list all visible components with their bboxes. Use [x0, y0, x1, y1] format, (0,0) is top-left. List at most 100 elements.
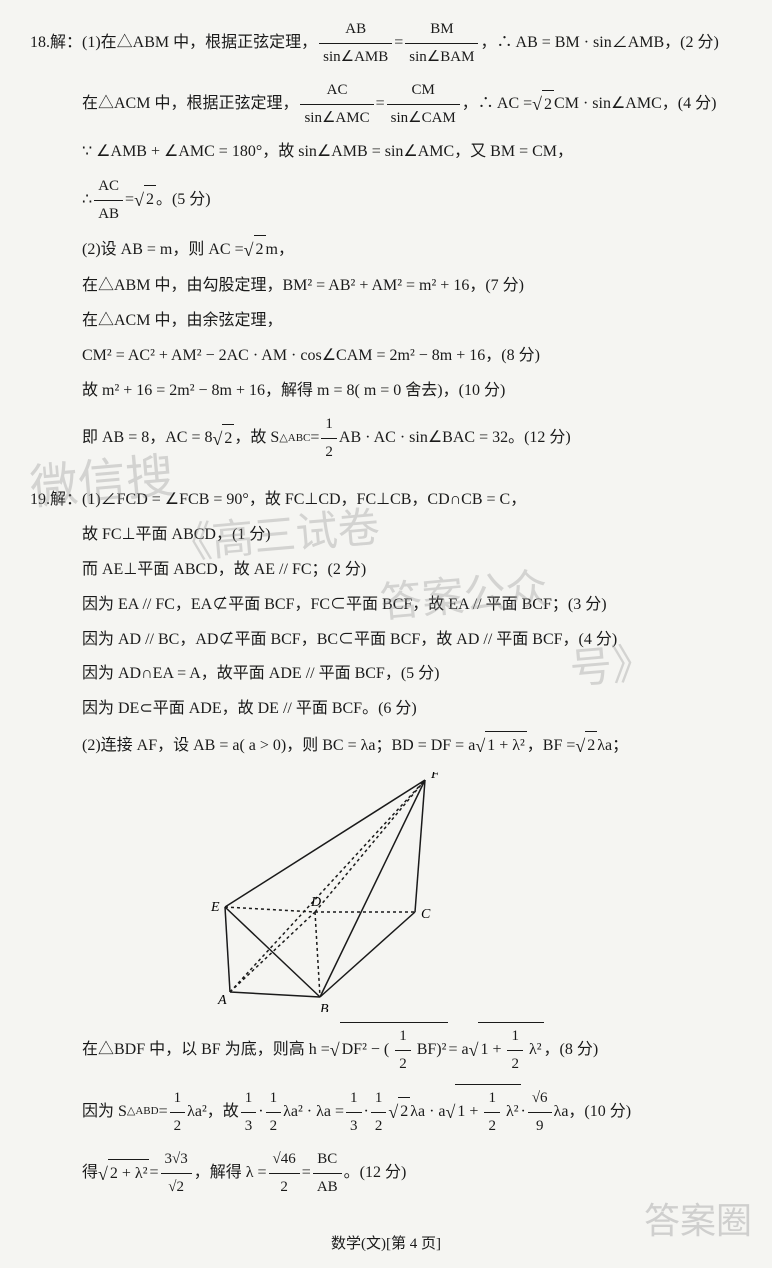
numerator: 3√3 — [161, 1146, 192, 1174]
numerator: 1 — [346, 1085, 362, 1113]
line: CM² = AC² + AM² − 2AC · AM · cos∠CAM = 2… — [30, 342, 742, 371]
denominator: 2 — [507, 1051, 523, 1078]
denominator: 2 — [170, 1113, 186, 1140]
fraction: √462 — [269, 1146, 300, 1201]
sqrt: 1 + 12 λ² — [446, 1084, 521, 1140]
fraction: 12 — [507, 1023, 523, 1078]
text: = — [302, 1159, 311, 1188]
text: ，BF = — [527, 732, 576, 761]
line: (2)设 AB = m，则 AC = 2 m， — [30, 234, 742, 266]
text: λa，(10 分) — [554, 1098, 632, 1127]
fraction: 12 — [321, 411, 337, 466]
text: · — [364, 1098, 369, 1127]
corner-watermark: 答案圈 — [644, 1189, 752, 1254]
svg-text:B: B — [320, 1002, 329, 1012]
line: (2)连接 AF，设 AB = a( a > 0)，则 BC = λa；BD =… — [30, 730, 742, 762]
radicand: DF² − ( 12 BF)² — [340, 1022, 449, 1078]
problem-number: 18. — [30, 29, 50, 58]
text: λ² — [529, 1042, 542, 1059]
text: λ² — [506, 1104, 519, 1121]
radicand: 1 + λ² — [485, 731, 527, 761]
diagram-svg: ABCDEF — [210, 772, 450, 1012]
text: 即 AB = 8，AC = 8 — [82, 424, 213, 453]
radicand: 2 — [585, 731, 597, 761]
text: 因为 S — [82, 1098, 127, 1127]
denominator: AB — [313, 1174, 342, 1201]
line: ∴ ACAB = 2 。(5 分) — [30, 173, 742, 228]
sqrt: 2 — [134, 184, 156, 216]
text: 。(5 分) — [156, 186, 211, 215]
line: 得 2 + λ² = 3√3√2 ，解得 λ = √462 = BCAB 。(1… — [30, 1146, 742, 1201]
line: 19. 解：(1)∠FCD = ∠FCB = 90°，故 FC⊥CD，FC⊥CB… — [30, 486, 742, 515]
denominator: sin∠AMB — [319, 44, 392, 71]
text: = a — [448, 1036, 468, 1065]
text: CM · sin∠AMC，(4 分) — [554, 90, 716, 119]
denominator: 2 — [395, 1051, 411, 1078]
text: CM² = AC² + AM² − 2AC · AM · cos∠CAM = 2… — [82, 342, 540, 371]
line: 因为 EA // FC，EA⊄平面 BCF，FC⊂平面 BCF，故 EA // … — [30, 591, 742, 620]
subscript: △ABC — [279, 429, 310, 449]
numerator: 1 — [484, 1085, 500, 1113]
line: ∵ ∠AMB + ∠AMC = 180°，故 sin∠AMB = sin∠AMC… — [30, 138, 742, 167]
text: 解：(1)在△ABM 中，根据正弦定理， — [50, 29, 317, 58]
fraction: 12 — [371, 1085, 387, 1140]
denominator: √2 — [161, 1174, 192, 1201]
fraction: ACAB — [94, 173, 123, 228]
line: 而 AE⊥平面 ABCD，故 AE // FC；(2 分) — [30, 556, 742, 585]
sqrt: 2 — [388, 1096, 410, 1128]
geometry-diagram: ABCDEF — [210, 772, 742, 1012]
denominator: 2 — [484, 1113, 500, 1140]
numerator: AB — [319, 16, 392, 44]
numerator: BC — [313, 1146, 342, 1174]
svg-text:D: D — [310, 895, 321, 910]
fraction: ABsin∠AMB — [319, 16, 392, 71]
text: = — [125, 186, 134, 215]
fraction: 12 — [170, 1085, 186, 1140]
text: 得 — [82, 1159, 98, 1188]
text: 因为 DE⊂平面 ADE，故 DE // 平面 BCF。(6 分) — [82, 695, 417, 724]
text: ，∴ AC = — [462, 90, 532, 119]
numerator: 1 — [321, 411, 337, 439]
numerator: BM — [405, 16, 478, 44]
line: 因为 DE⊂平面 ADE，故 DE // 平面 BCF。(6 分) — [30, 695, 742, 724]
denominator: sin∠BAM — [405, 44, 478, 71]
denominator: 3 — [241, 1113, 257, 1140]
denominator: 9 — [528, 1113, 552, 1140]
numerator: CM — [387, 77, 460, 105]
text: m， — [266, 236, 294, 265]
text: = — [149, 1159, 158, 1188]
text: · — [258, 1098, 263, 1127]
text: = — [159, 1098, 168, 1127]
text: 因为 AD // BC，AD⊄平面 BCF，BC⊂平面 BCF，故 AD // … — [82, 626, 617, 655]
denominator: 2 — [269, 1174, 300, 1201]
sqrt: 2 — [575, 730, 597, 762]
radicand: 2 — [542, 90, 554, 120]
numerator: 1 — [241, 1085, 257, 1113]
text: 因为 EA // FC，EA⊄平面 BCF，FC⊂平面 BCF，故 EA // … — [82, 591, 607, 620]
denominator: sin∠CAM — [387, 105, 460, 132]
text: 故 FC⊥平面 ABCD，(1 分) — [82, 521, 271, 550]
svg-text:E: E — [210, 900, 220, 915]
fraction: BMsin∠BAM — [405, 16, 478, 71]
text: 在△ACM 中，由余弦定理， — [82, 307, 282, 336]
radicand: 1 + 12 λ² — [455, 1084, 520, 1140]
numerator: √6 — [528, 1085, 552, 1113]
line: 即 AB = 8，AC = 8 2 ，故 S△ABC = 12 AB · AC … — [30, 411, 742, 466]
line: 因为 AD∩EA = A，故平面 ADE // 平面 BCF，(5 分) — [30, 660, 742, 689]
line: 在△BDF 中，以 BF 为底，则高 h = DF² − ( 12 BF)² =… — [30, 1022, 742, 1078]
svg-text:F: F — [430, 772, 440, 782]
line: 因为 AD // BC，AD⊄平面 BCF，BC⊂平面 BCF，故 AD // … — [30, 626, 742, 655]
radicand: 2 — [398, 1097, 410, 1127]
line: 在△ABM 中，由勾股定理，BM² = AB² + AM² = m² + 16，… — [30, 272, 742, 301]
text: ，故 S — [234, 424, 279, 453]
text: ，∴ AB = BM · sin∠AMB，(2 分) — [480, 29, 718, 58]
problem-18: 18. 解：(1)在△ABM 中，根据正弦定理， ABsin∠AMB = BMs… — [30, 16, 742, 466]
text: ∵ ∠AMB + ∠AMC = 180°，故 sin∠AMB = sin∠AMC… — [82, 138, 573, 167]
numerator: 1 — [266, 1085, 282, 1113]
fraction: 13 — [346, 1085, 362, 1140]
fraction: ACsin∠AMC — [300, 77, 373, 132]
text: ，(8 分) — [544, 1036, 599, 1065]
numerator: √46 — [269, 1146, 300, 1174]
sqrt: DF² − ( 12 BF)² — [330, 1022, 449, 1078]
numerator: 1 — [371, 1085, 387, 1113]
